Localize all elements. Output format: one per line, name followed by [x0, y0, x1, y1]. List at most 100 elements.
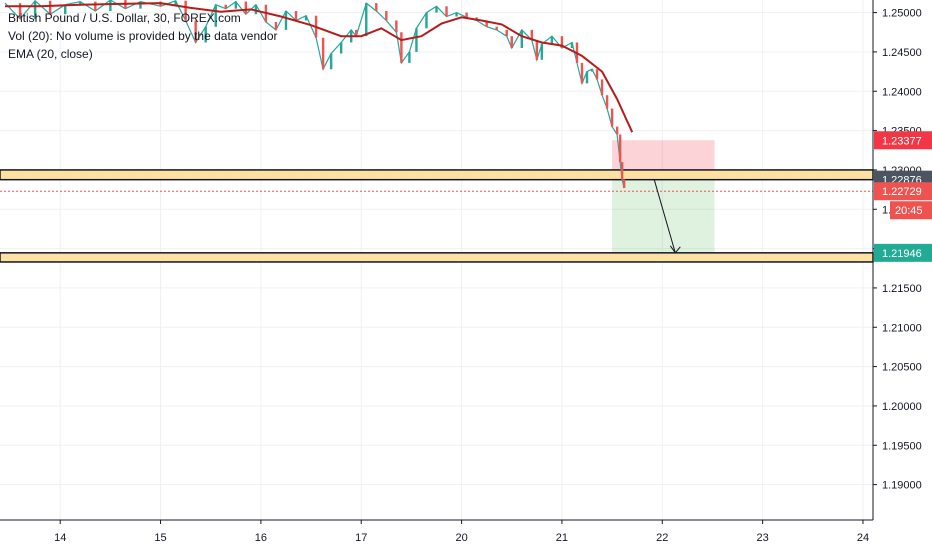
- price-candle: [244, 1, 248, 15]
- price-candle: [615, 126, 619, 135]
- price-candle: [109, 0, 112, 12]
- price-candle: [234, 1, 238, 9]
- price-label-badge: 1.21946: [874, 243, 932, 262]
- price-candle: [540, 44, 544, 60]
- price-candle: [365, 3, 368, 37]
- price-candle: [570, 42, 574, 48]
- legend-symbol[interactable]: British Pound / U.S. Dollar, 30, FOREX.c…: [8, 11, 241, 25]
- x-tick-label: 17: [355, 532, 367, 544]
- price-candle: [204, 26, 207, 43]
- x-tick-label: 22: [656, 532, 668, 544]
- price-candle: [585, 71, 589, 84]
- x-tick-label: 14: [54, 532, 66, 544]
- price-candle: [400, 32, 403, 63]
- price-candle: [605, 95, 609, 109]
- price-candle: [425, 12, 428, 29]
- x-tick-label: 21: [556, 532, 568, 544]
- price-label-text: 1.22729: [882, 186, 922, 198]
- price-candle: [610, 108, 614, 127]
- price-label-text: 1.23377: [882, 135, 922, 147]
- price-candle: [48, 0, 52, 15]
- price-candle: [294, 11, 298, 21]
- price-label-badge: 1.23377: [874, 131, 932, 150]
- resistance-zone: [0, 169, 874, 181]
- target-arrow: [653, 179, 676, 253]
- price-candle: [395, 20, 398, 33]
- support-zone: [0, 252, 874, 263]
- price-candle: [530, 29, 534, 41]
- price-candle: [510, 36, 513, 48]
- price-candle: [329, 53, 333, 70]
- y-tick-label: 1.24000: [882, 86, 922, 98]
- price-candle: [560, 36, 564, 48]
- y-tick-label: 1.19000: [882, 480, 922, 492]
- price-candle: [174, 0, 177, 7]
- price-candle: [535, 40, 539, 60]
- price-candle: [465, 12, 468, 18]
- price-candle: [455, 12, 458, 17]
- y-tick-label: 1.19500: [882, 440, 922, 452]
- countdown-label: 20:45: [895, 205, 923, 217]
- price-candle: [620, 162, 624, 180]
- price-candle: [415, 28, 418, 52]
- ema-line: [5, 2, 634, 133]
- x-tick-label: 20: [455, 532, 467, 544]
- price-candle: [339, 42, 343, 54]
- price-candle: [284, 11, 288, 30]
- y-tick-label: 1.21500: [882, 283, 922, 295]
- price-candle: [618, 134, 622, 163]
- price-candle: [139, 1, 142, 9]
- y-tick-label: 1.21000: [882, 322, 922, 334]
- target-arrowhead: [669, 245, 681, 254]
- price-candle: [224, 4, 227, 9]
- price-candle: [580, 62, 584, 84]
- price-label-badge: 1.22729: [874, 182, 932, 201]
- y-tick-label: 1.20000: [882, 401, 922, 413]
- price-candle: [445, 6, 448, 17]
- y-tick-label: 1.25000: [882, 8, 922, 20]
- price-candle: [194, 20, 197, 43]
- price-candle: [408, 51, 411, 63]
- countdown-bg: [890, 201, 932, 220]
- legend-ema[interactable]: EMA (20, close): [8, 47, 93, 61]
- price-candle: [485, 20, 488, 27]
- price-candle: [214, 4, 217, 27]
- legend-volume[interactable]: Vol (20): No volume is provided by the d…: [8, 29, 278, 43]
- price-candle: [600, 79, 604, 96]
- x-tick-label: 15: [154, 532, 166, 544]
- price-label-bg: [874, 243, 932, 262]
- price-candle: [64, 4, 67, 15]
- y-tick-label: 1.24500: [882, 47, 922, 59]
- price-candle: [435, 6, 438, 13]
- price-candle: [590, 69, 594, 72]
- price-candle: [550, 36, 554, 45]
- price-label-text: 1.21946: [882, 248, 922, 260]
- reward-box: [612, 179, 715, 253]
- chart-legend: British Pound / U.S. Dollar, 30, FOREX.c…: [8, 9, 277, 63]
- price-label-bg: [874, 131, 932, 150]
- x-tick-label: 16: [255, 532, 267, 544]
- x-tick-label: 23: [756, 532, 768, 544]
- price-candle: [355, 29, 358, 37]
- price-candle: [321, 37, 325, 70]
- price-candle: [18, 3, 22, 19]
- price-candle: [375, 3, 378, 12]
- price-candle: [385, 11, 388, 21]
- price-candle: [184, 0, 187, 21]
- price-candle: [505, 29, 508, 37]
- price-candle: [94, 1, 97, 12]
- price-candle: [79, 1, 82, 5]
- price-candle: [254, 4, 258, 15]
- price-candle: [622, 179, 626, 189]
- price-candle: [595, 69, 599, 80]
- price-candle: [520, 29, 523, 48]
- price-candle: [304, 15, 308, 21]
- x-tick-label: 24: [857, 532, 869, 544]
- y-tick-label: 1.20500: [882, 362, 922, 374]
- price-candle: [495, 26, 498, 30]
- price-candle: [33, 0, 37, 19]
- price-label-bg: [874, 182, 932, 201]
- price-candle: [274, 22, 278, 30]
